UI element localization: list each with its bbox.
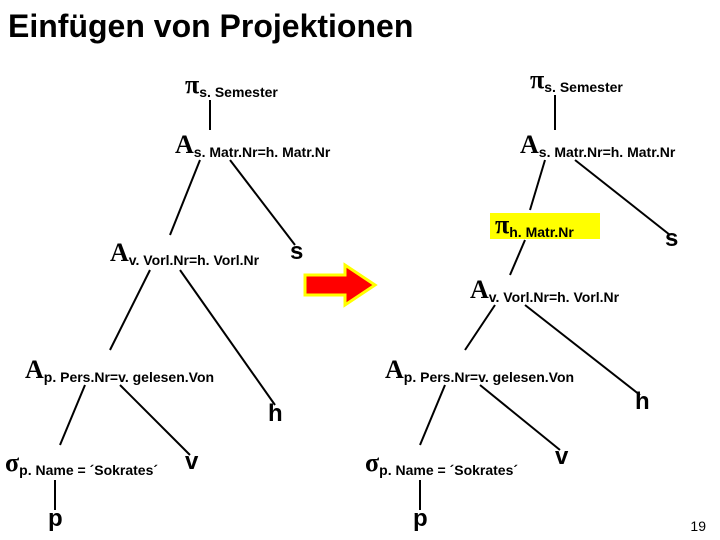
right-n10-leaf-p: p — [413, 505, 428, 533]
op-join: A — [175, 130, 194, 159]
left-n3-join: Av. Vorl.Nr=h. Vorl.Nr — [110, 238, 259, 268]
page-title: Einfügen von Projektionen — [8, 8, 413, 45]
right-n9-leaf-v: v — [555, 443, 568, 471]
op-join: A — [470, 275, 489, 304]
page-number: 19 — [690, 518, 706, 534]
left-n8-leaf-v: v — [185, 448, 198, 476]
left-n9-leaf-p: p — [48, 505, 63, 533]
left-n7-sigma: σp. Name = ´Sokrates´ — [5, 448, 158, 478]
left-n5-join: Ap. Pers.Nr=v. gelesen.Von — [25, 355, 214, 385]
op-join: A — [385, 355, 404, 384]
sub-text: s. Matr.Nr=h. Matr.Nr — [194, 144, 331, 160]
sub-text: p. Name = ´Sokrates´ — [379, 462, 518, 478]
sub-text: s. Semester — [199, 84, 278, 100]
sub-text: s. Matr.Nr=h. Matr.Nr — [539, 144, 676, 160]
right-n4-leaf-s: s — [665, 225, 678, 253]
op-pi: π — [530, 65, 544, 94]
right-n8-sigma: σp. Name = ´Sokrates´ — [365, 448, 518, 478]
sub-text: s. Semester — [544, 79, 623, 95]
right-n7-leaf-h: h — [635, 388, 650, 416]
left-n1-pi: πs. Semester — [185, 70, 278, 100]
sub-text: v. Vorl.Nr=h. Vorl.Nr — [129, 252, 259, 268]
sub-text: v. Vorl.Nr=h. Vorl.Nr — [489, 289, 619, 305]
op-join: A — [520, 130, 539, 159]
right-n2-join: As. Matr.Nr=h. Matr.Nr — [520, 130, 675, 160]
right-n3-pi-highlight: πh. Matr.Nr — [495, 210, 574, 240]
sub-text: p. Pers.Nr=v. gelesen.Von — [44, 369, 214, 385]
op-pi: π — [495, 210, 509, 239]
right-n6-join: Ap. Pers.Nr=v. gelesen.Von — [385, 355, 574, 385]
op-join: A — [25, 355, 44, 384]
op-sigma: σ — [365, 448, 379, 477]
right-n5-join: Av. Vorl.Nr=h. Vorl.Nr — [470, 275, 619, 305]
sub-text: h. Matr.Nr — [509, 224, 574, 240]
sub-text: p. Name = ´Sokrates´ — [19, 462, 158, 478]
right-n1-pi: πs. Semester — [530, 65, 623, 95]
left-n6-leaf-h: h — [268, 400, 283, 428]
op-sigma: σ — [5, 448, 19, 477]
left-n2-join: As. Matr.Nr=h. Matr.Nr — [175, 130, 330, 160]
sub-text: p. Pers.Nr=v. gelesen.Von — [404, 369, 574, 385]
op-pi: π — [185, 70, 199, 99]
op-join: A — [110, 238, 129, 267]
red-arrow-icon — [300, 260, 380, 310]
